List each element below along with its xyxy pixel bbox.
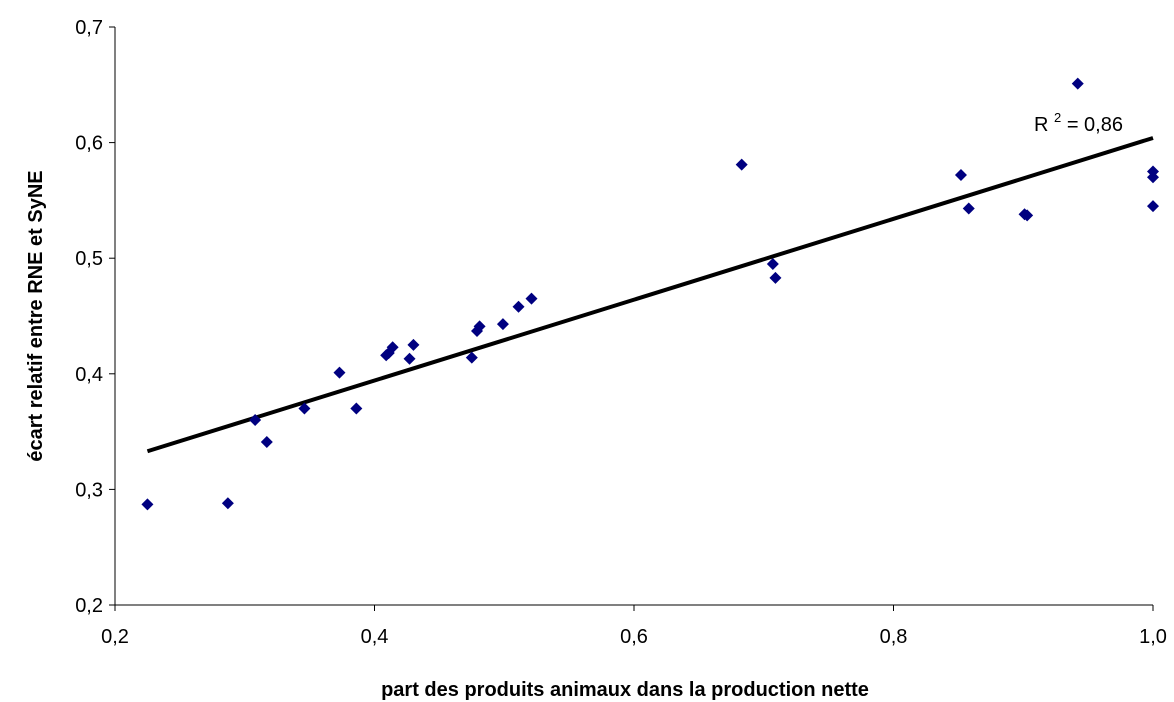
data-point — [473, 320, 486, 333]
r-squared-symbol: R — [1034, 114, 1048, 136]
x-tick-label: 1,0 — [1139, 626, 1167, 648]
data-point — [350, 402, 363, 415]
trendline-group — [146, 136, 1154, 454]
data-point — [465, 351, 478, 364]
data-point — [496, 318, 509, 331]
data-point — [954, 168, 967, 181]
r-squared-superscript: 2 — [1054, 110, 1061, 125]
axes — [109, 26, 1154, 611]
data-point — [525, 292, 538, 305]
trendline — [146, 136, 1154, 454]
data-point — [735, 158, 748, 171]
y-tick-label: 0,5 — [75, 248, 103, 270]
data-point — [1021, 209, 1034, 222]
y-tick-label: 0,3 — [75, 479, 103, 501]
data-point — [141, 498, 154, 511]
data-point — [221, 497, 234, 510]
x-tick-label: 0,8 — [880, 626, 908, 648]
data-points — [141, 77, 1159, 511]
data-point — [512, 300, 525, 313]
data-point — [766, 257, 779, 270]
data-point — [298, 402, 311, 415]
data-point — [1071, 77, 1084, 90]
y-tick-label: 0,2 — [75, 595, 103, 617]
x-tick-label: 0,6 — [620, 626, 648, 648]
data-point — [769, 271, 782, 284]
x-tick-label: 0,2 — [101, 626, 129, 648]
data-point — [403, 352, 416, 365]
y-tick-label: 0,6 — [75, 133, 103, 155]
tick-labels: 0,2 0,3 0,4 0,5 0,6 0,7 0,2 0,4 0,6 0,8 1,0 — [75, 17, 1167, 648]
r-squared-annotation: R 2 = 0,86 — [1034, 105, 1123, 136]
data-point — [1147, 171, 1159, 184]
x-axis-title: part des produits animaux dans la produc… — [381, 679, 869, 701]
data-point — [260, 436, 273, 449]
x-tick-label: 0,4 — [361, 626, 389, 648]
data-point — [962, 202, 975, 215]
data-point — [407, 338, 420, 351]
r-squared-value: = 0,86 — [1067, 114, 1123, 136]
data-point — [333, 366, 346, 379]
data-point — [249, 414, 262, 427]
y-tick-label: 0,4 — [75, 364, 103, 386]
data-point — [386, 341, 399, 354]
y-axis-title: écart relatif entre RNE et SyNE — [25, 170, 47, 461]
data-point — [1147, 200, 1159, 213]
y-tick-label: 0,7 — [75, 17, 103, 39]
